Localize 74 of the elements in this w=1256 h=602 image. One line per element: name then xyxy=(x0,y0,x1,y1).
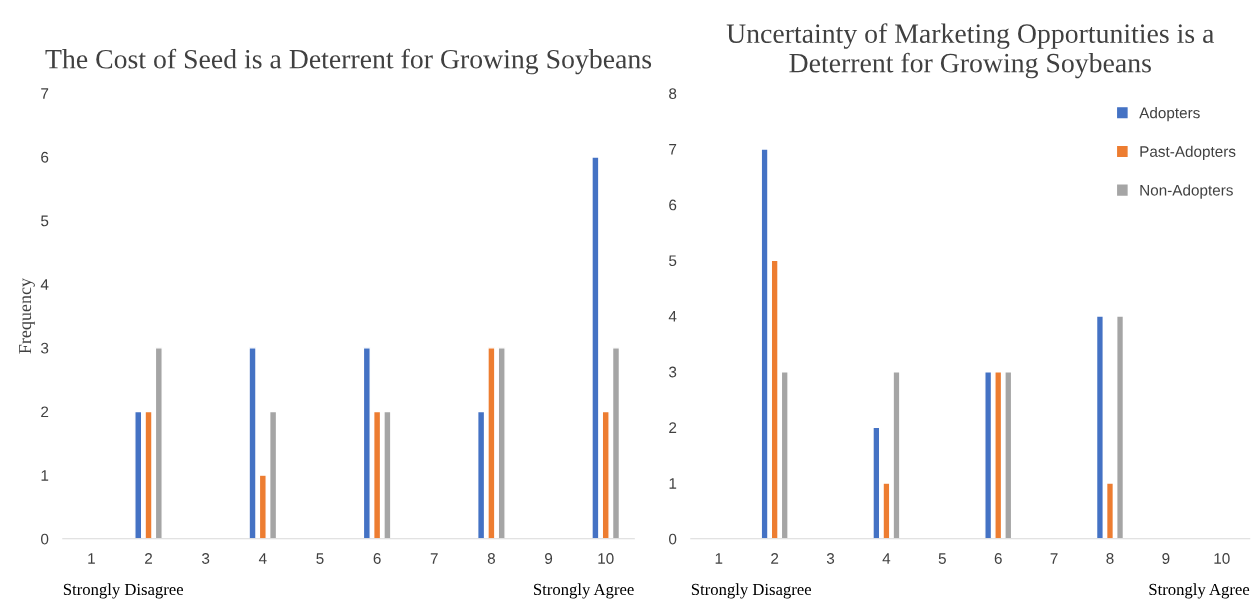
bar xyxy=(760,148,769,539)
bar xyxy=(770,259,779,539)
x-tick-label: 4 xyxy=(258,553,267,564)
bar xyxy=(872,426,881,539)
y-tick-label: 4 xyxy=(40,279,49,290)
y-tick-label: 5 xyxy=(669,255,677,267)
chart-title: Uncertainty of Marketing Opportunities is a Deterrent for Growing Soybeans xyxy=(726,23,1215,79)
x-tick-label: 5 xyxy=(938,553,946,564)
x-tick-label: 3 xyxy=(826,553,835,564)
bar xyxy=(497,347,506,539)
x-tick-label: 10 xyxy=(598,553,614,564)
x-tick-label: 7 xyxy=(1050,553,1058,564)
y-tick-label: 6 xyxy=(41,151,49,163)
bar xyxy=(611,347,621,539)
bar xyxy=(476,410,486,539)
bar xyxy=(1116,315,1125,539)
x-tick-label: 3 xyxy=(202,553,210,564)
y-tick-label: 7 xyxy=(41,88,49,99)
x-tick-label: 2 xyxy=(771,553,779,564)
x-tick-label: 6 xyxy=(373,553,381,564)
y-tick-label: 4 xyxy=(668,311,677,322)
bar xyxy=(248,347,257,539)
x-tick-label: 1 xyxy=(715,553,723,564)
bar xyxy=(1004,371,1013,539)
text: Strongly Agree xyxy=(534,583,634,599)
bar xyxy=(362,347,371,539)
y-tick-label: 8 xyxy=(669,88,677,99)
x-tick-label: 9 xyxy=(1162,553,1170,564)
bar xyxy=(144,410,153,539)
bar xyxy=(268,410,278,539)
bar xyxy=(372,410,382,539)
bar xyxy=(487,347,496,539)
bar xyxy=(134,410,143,539)
y-tick-label: 0 xyxy=(41,533,49,545)
y-tick-label: 5 xyxy=(41,215,49,227)
bar xyxy=(780,371,789,539)
text: Strongly Disagree xyxy=(63,583,184,599)
y-tick-label: 0 xyxy=(669,533,677,545)
text: Strongly Disagree xyxy=(691,583,812,599)
y-tick-label: 3 xyxy=(669,366,677,378)
x-tick-label: 5 xyxy=(316,553,324,564)
bar xyxy=(1105,482,1115,539)
y-axis-title: Frequency xyxy=(19,278,35,354)
x-tick-label: 1 xyxy=(88,553,95,564)
x-tick-label: 8 xyxy=(487,553,495,564)
bar xyxy=(892,371,901,539)
bar xyxy=(383,410,392,539)
x-tick-label: 6 xyxy=(994,553,1002,564)
bar xyxy=(601,410,610,539)
x-tick-label: 7 xyxy=(430,553,438,564)
y-tick-label: 3 xyxy=(41,342,49,354)
x-tick-label: 4 xyxy=(882,553,891,564)
legend-label: Non-Adopters xyxy=(1140,184,1233,199)
bar xyxy=(994,371,1003,539)
legend-label: Adopters xyxy=(1139,107,1200,122)
bar xyxy=(984,371,993,539)
legend-label: Past-Adopters xyxy=(1140,145,1236,160)
text: Strongly Agree xyxy=(1149,583,1250,599)
y-tick-label: 6 xyxy=(669,199,677,211)
x-tick-label: 9 xyxy=(545,553,553,564)
bar xyxy=(154,347,163,539)
y-tick-label: 2 xyxy=(669,422,677,433)
x-tick-label: 8 xyxy=(1106,553,1114,564)
y-tick-label: 7 xyxy=(669,144,677,155)
bar xyxy=(258,474,267,539)
y-tick-label: 1 xyxy=(41,470,49,481)
bar xyxy=(591,156,600,539)
x-tick-label: 10 xyxy=(1214,553,1230,564)
bar xyxy=(882,482,891,539)
bar xyxy=(1095,315,1104,539)
chart-title: The Cost of Seed is a Deterrent for Growing Soybeans xyxy=(45,48,652,75)
x-tick-label: 2 xyxy=(145,553,152,564)
y-tick-label: 2 xyxy=(41,406,49,418)
y-tick-label: 1 xyxy=(669,478,677,489)
